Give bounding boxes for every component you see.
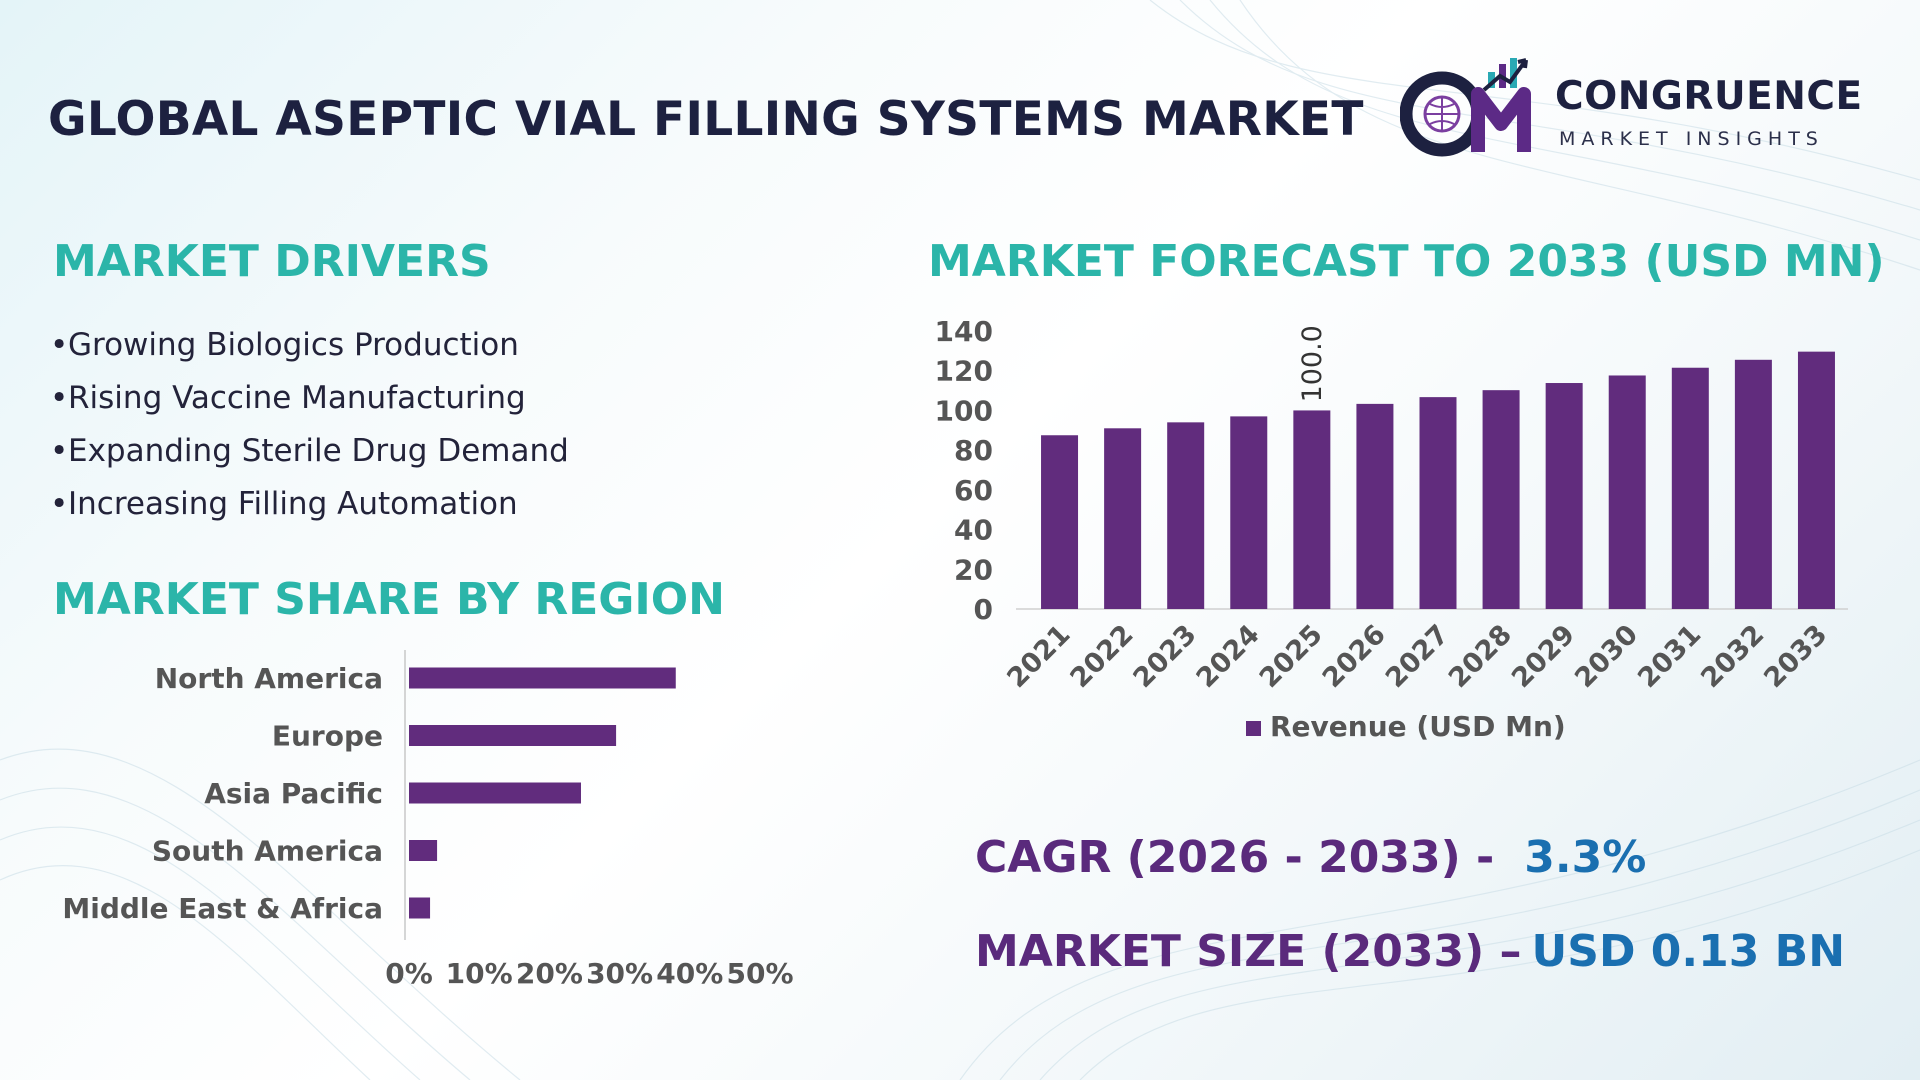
forecast-x-tick-label: 2031 (1632, 619, 1707, 694)
forecast-bar (1797, 351, 1835, 609)
forecast-data-label: 100.0 (1297, 325, 1328, 402)
region-category-label: Europe (272, 720, 383, 753)
driver-item: •Rising Vaccine Manufacturing (50, 375, 569, 428)
region-x-tick-label: 50% (726, 957, 793, 990)
forecast-x-tick-label: 2032 (1695, 619, 1770, 694)
logo-subtitle: MARKET INSIGHTS (1559, 128, 1824, 150)
forecast-bar (1167, 422, 1205, 609)
region-category-label: Middle East & Africa (62, 892, 383, 925)
forecast-x-tick-label: 2022 (1065, 619, 1140, 694)
market-size-label: MARKET SIZE (2033) – (975, 926, 1522, 977)
region-bar (409, 667, 676, 689)
region-x-tick-label: 40% (656, 957, 723, 990)
forecast-y-tick-label: 100 (935, 394, 993, 427)
region-category-label: North America (155, 662, 383, 695)
forecast-chart: 0204060801001201402021202220232024202520… (935, 315, 1848, 743)
drivers-list: •Growing Biologics Production •Rising Va… (50, 322, 569, 534)
region-x-tick-label: 10% (446, 957, 513, 990)
forecast-x-tick-label: 2025 (1254, 619, 1329, 694)
region-category-label: Asia Pacific (204, 777, 383, 810)
page-title: GLOBAL ASEPTIC VIAL FILLING SYSTEMS MARK… (48, 92, 1364, 147)
forecast-y-tick-label: 0 (974, 593, 993, 626)
forecast-bar (1419, 397, 1457, 609)
driver-item-text: Growing Biologics Production (68, 327, 519, 363)
logo-name: CONGRUENCE (1555, 74, 1863, 119)
forecast-y-tick-label: 80 (954, 434, 993, 467)
legend-label: Revenue (USD Mn) (1270, 710, 1566, 743)
region-section-title: MARKET SHARE BY REGION (53, 574, 725, 625)
forecast-x-tick-label: 2024 (1191, 619, 1266, 694)
region-x-tick-label: 0% (385, 957, 433, 990)
market-size-value: USD 0.13 BN (1531, 926, 1846, 977)
forecast-y-tick-label: 40 (954, 514, 993, 547)
forecast-y-tick-label: 20 (954, 553, 993, 586)
bullet-icon: • (50, 433, 69, 469)
forecast-x-tick-label: 2029 (1506, 619, 1581, 694)
region-x-tick-label: 20% (516, 957, 583, 990)
forecast-x-tick-label: 2027 (1380, 619, 1455, 694)
forecast-x-tick-label: 2023 (1128, 619, 1203, 694)
forecast-y-tick-label: 60 (954, 474, 993, 507)
forecast-bar (1230, 416, 1268, 609)
forecast-section-title: MARKET FORECAST TO 2033 (USD MN) (928, 236, 1885, 287)
forecast-y-tick-label: 120 (935, 355, 993, 388)
region-bar (409, 725, 617, 746)
forecast-y-tick-label: 140 (935, 315, 993, 348)
driver-item: •Increasing Filling Automation (50, 481, 569, 534)
forecast-x-tick-label: 2028 (1443, 619, 1518, 694)
cagr-kpi: CAGR (2026 - 2033) - 3.3% (975, 832, 1646, 883)
forecast-x-tick-label: 2033 (1758, 619, 1833, 694)
forecast-x-tick-label: 2021 (1001, 619, 1076, 694)
forecast-bar (1545, 383, 1583, 609)
forecast-bar (1608, 375, 1646, 609)
driver-item-text: Increasing Filling Automation (68, 486, 518, 522)
forecast-bar (1734, 359, 1772, 609)
forecast-bar (1041, 435, 1079, 609)
region-share-chart: North America Europe Asia Pacific South Ame… (62, 650, 794, 990)
cagr-label: CAGR (2026 - 2033) - (975, 832, 1495, 883)
bullet-icon: • (50, 327, 69, 363)
driver-item: •Expanding Sterile Drug Demand (50, 428, 569, 481)
forecast-bar (1104, 428, 1142, 609)
region-x-tick-label: 30% (586, 957, 653, 990)
bullet-icon: • (50, 486, 69, 522)
legend-swatch (1246, 721, 1261, 736)
forecast-bar (1356, 403, 1394, 609)
driver-item-text: Expanding Sterile Drug Demand (68, 433, 569, 469)
region-bar (409, 840, 438, 861)
forecast-x-tick-label: 2030 (1569, 619, 1644, 694)
logo-mark-icon (1400, 58, 1531, 157)
driver-item-text: Rising Vaccine Manufacturing (68, 380, 526, 416)
region-bar (409, 897, 431, 919)
market-size-kpi: MARKET SIZE (2033) – USD 0.13 BN (975, 926, 1845, 977)
forecast-bar (1482, 390, 1520, 609)
driver-item: •Growing Biologics Production (50, 322, 569, 375)
bullet-icon: • (50, 380, 69, 416)
forecast-bar (1671, 367, 1709, 609)
region-category-label: South America (152, 835, 383, 868)
forecast-x-tick-label: 2026 (1317, 619, 1392, 694)
drivers-section-title: MARKET DRIVERS (53, 236, 491, 287)
company-logo: CONGRUENCE MARKET INSIGHTS (1400, 54, 1870, 158)
forecast-bar (1293, 410, 1331, 609)
cagr-value: 3.3% (1524, 832, 1647, 883)
region-bar (409, 782, 581, 804)
